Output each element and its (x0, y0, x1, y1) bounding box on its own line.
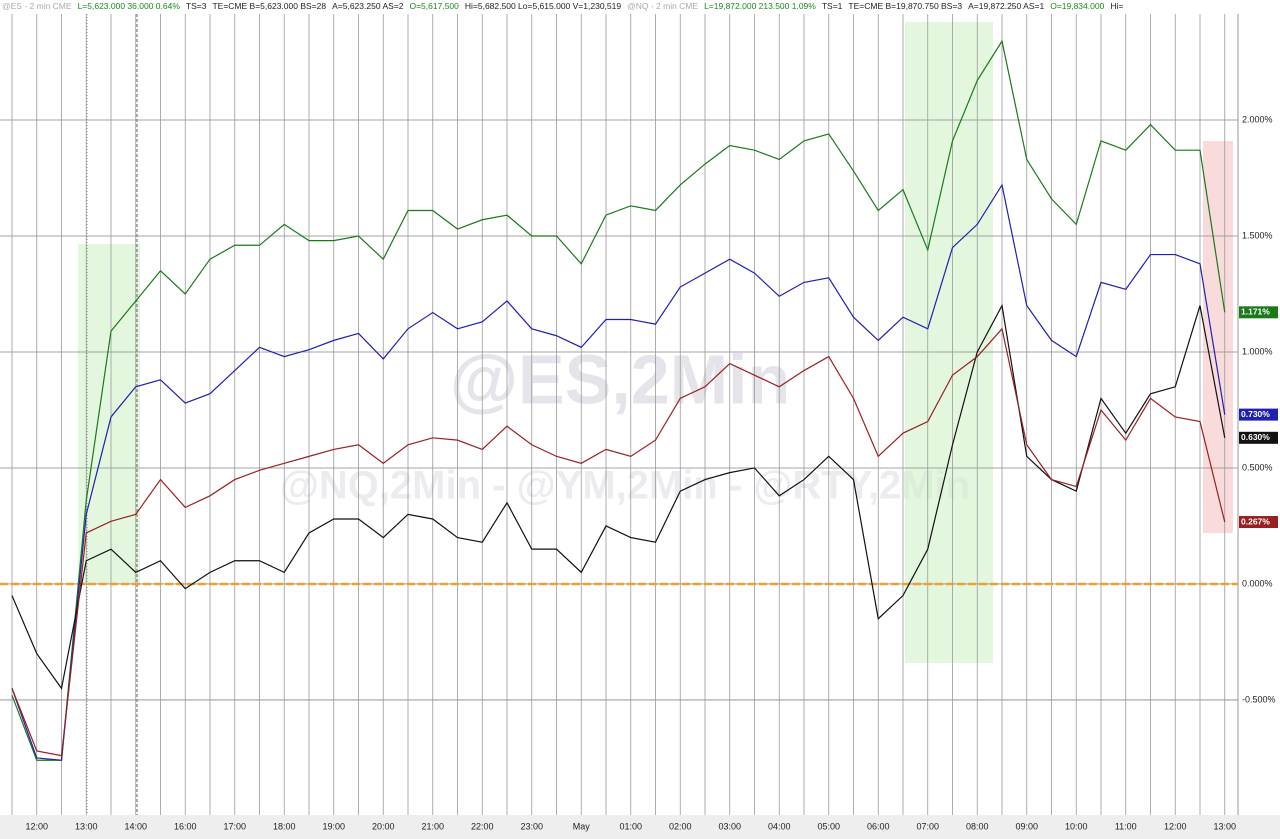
series-line (11, 303, 1226, 690)
y-tick-label: 0.000% (1242, 578, 1273, 588)
last-value-label: 0.630% (1241, 432, 1270, 442)
x-tick-label: 21:00 (421, 821, 444, 831)
last-value-label: 1.171% (1241, 307, 1270, 317)
x-tick-label: 09:00 (1015, 821, 1038, 831)
x-tick-label: 23:00 (520, 821, 543, 831)
header-field: A=19,872.250 AS=1 (968, 1, 1044, 11)
x-tick-label: 03:00 (718, 821, 741, 831)
header-field: L=5,623.000 36.000 0.64% (78, 1, 181, 11)
header-field: Hi=5,682.500 Lo=5,615.000 V=1,230,519 (465, 1, 621, 11)
x-tick-label: 16:00 (174, 821, 197, 831)
x-tick-label: 12:00 (25, 821, 48, 831)
header-field: A=5,623.250 AS=2 (332, 1, 404, 11)
header-field: TE=CME B=19,870.750 BS=3 (848, 1, 962, 11)
y-tick-label: -0.500% (1242, 694, 1276, 704)
x-tick-label: 11:00 (1115, 821, 1137, 831)
header-field: O=5,617.500 (409, 1, 459, 11)
x-tick-label: May (573, 821, 591, 831)
header-field: @NQ - 2 min CME (627, 1, 698, 11)
x-tick-label: 07:00 (916, 821, 939, 831)
x-tick-label: 02:00 (669, 821, 692, 831)
header-field: O=19,834.000 (1050, 1, 1104, 11)
x-tick-label: 20:00 (372, 821, 395, 831)
y-tick-label: 1.500% (1242, 230, 1273, 240)
last-value-box (1239, 431, 1278, 444)
header: @ES - 2 min CME L=5,623.000 36.000 0.64% T… (2, 1, 1123, 11)
x-tick-label: 14:00 (124, 821, 147, 831)
last-value-box (1239, 516, 1278, 529)
header-field: TE=CME B=5,623.000 BS=28 (212, 1, 326, 11)
series-line (11, 327, 1226, 757)
x-tick-label: 18:00 (273, 821, 296, 831)
x-tick-label: 19:00 (322, 821, 345, 831)
x-tick-label: 13:00 (1213, 821, 1236, 831)
grid-group (0, 14, 1238, 815)
header-field: TS=1 (822, 1, 843, 11)
x-tick-label: 01:00 (619, 821, 642, 831)
last-value-box (1239, 408, 1278, 421)
x-tick-label: 12:00 (1164, 821, 1187, 831)
y-tick-label: 0.500% (1242, 462, 1273, 472)
highlight-region (78, 244, 140, 584)
last-value-box (1239, 306, 1278, 319)
header-field: Hi= (1110, 1, 1123, 11)
x-tick-label: 04:00 (768, 821, 791, 831)
series-line (11, 39, 1226, 761)
x-tick-label: 10:00 (1065, 821, 1088, 831)
header-field: @ES - 2 min CME (2, 1, 72, 11)
x-axis-strip (0, 815, 1280, 839)
x-tick-label: 06:00 (867, 821, 890, 831)
last-value-label: 0.267% (1241, 516, 1270, 526)
series-line (11, 183, 1226, 761)
x-tick-label: 05:00 (817, 821, 840, 831)
series-group (11, 39, 1226, 761)
watermark: @ES,2Min (450, 340, 791, 418)
header-field: TS=3 (186, 1, 207, 11)
last-value-label: 0.730% (1241, 409, 1270, 419)
header-field: L=19,872.000 213.500 1.09% (704, 1, 816, 11)
x-tick-label: 17:00 (223, 821, 246, 831)
x-tick-label: 13:00 (75, 821, 98, 831)
y-tick-label: 1.000% (1242, 346, 1273, 356)
x-tick-label: 08:00 (966, 821, 989, 831)
highlight-region (905, 22, 993, 663)
y-tick-label: 2.000% (1242, 114, 1273, 124)
x-tick-label: 22:00 (471, 821, 494, 831)
